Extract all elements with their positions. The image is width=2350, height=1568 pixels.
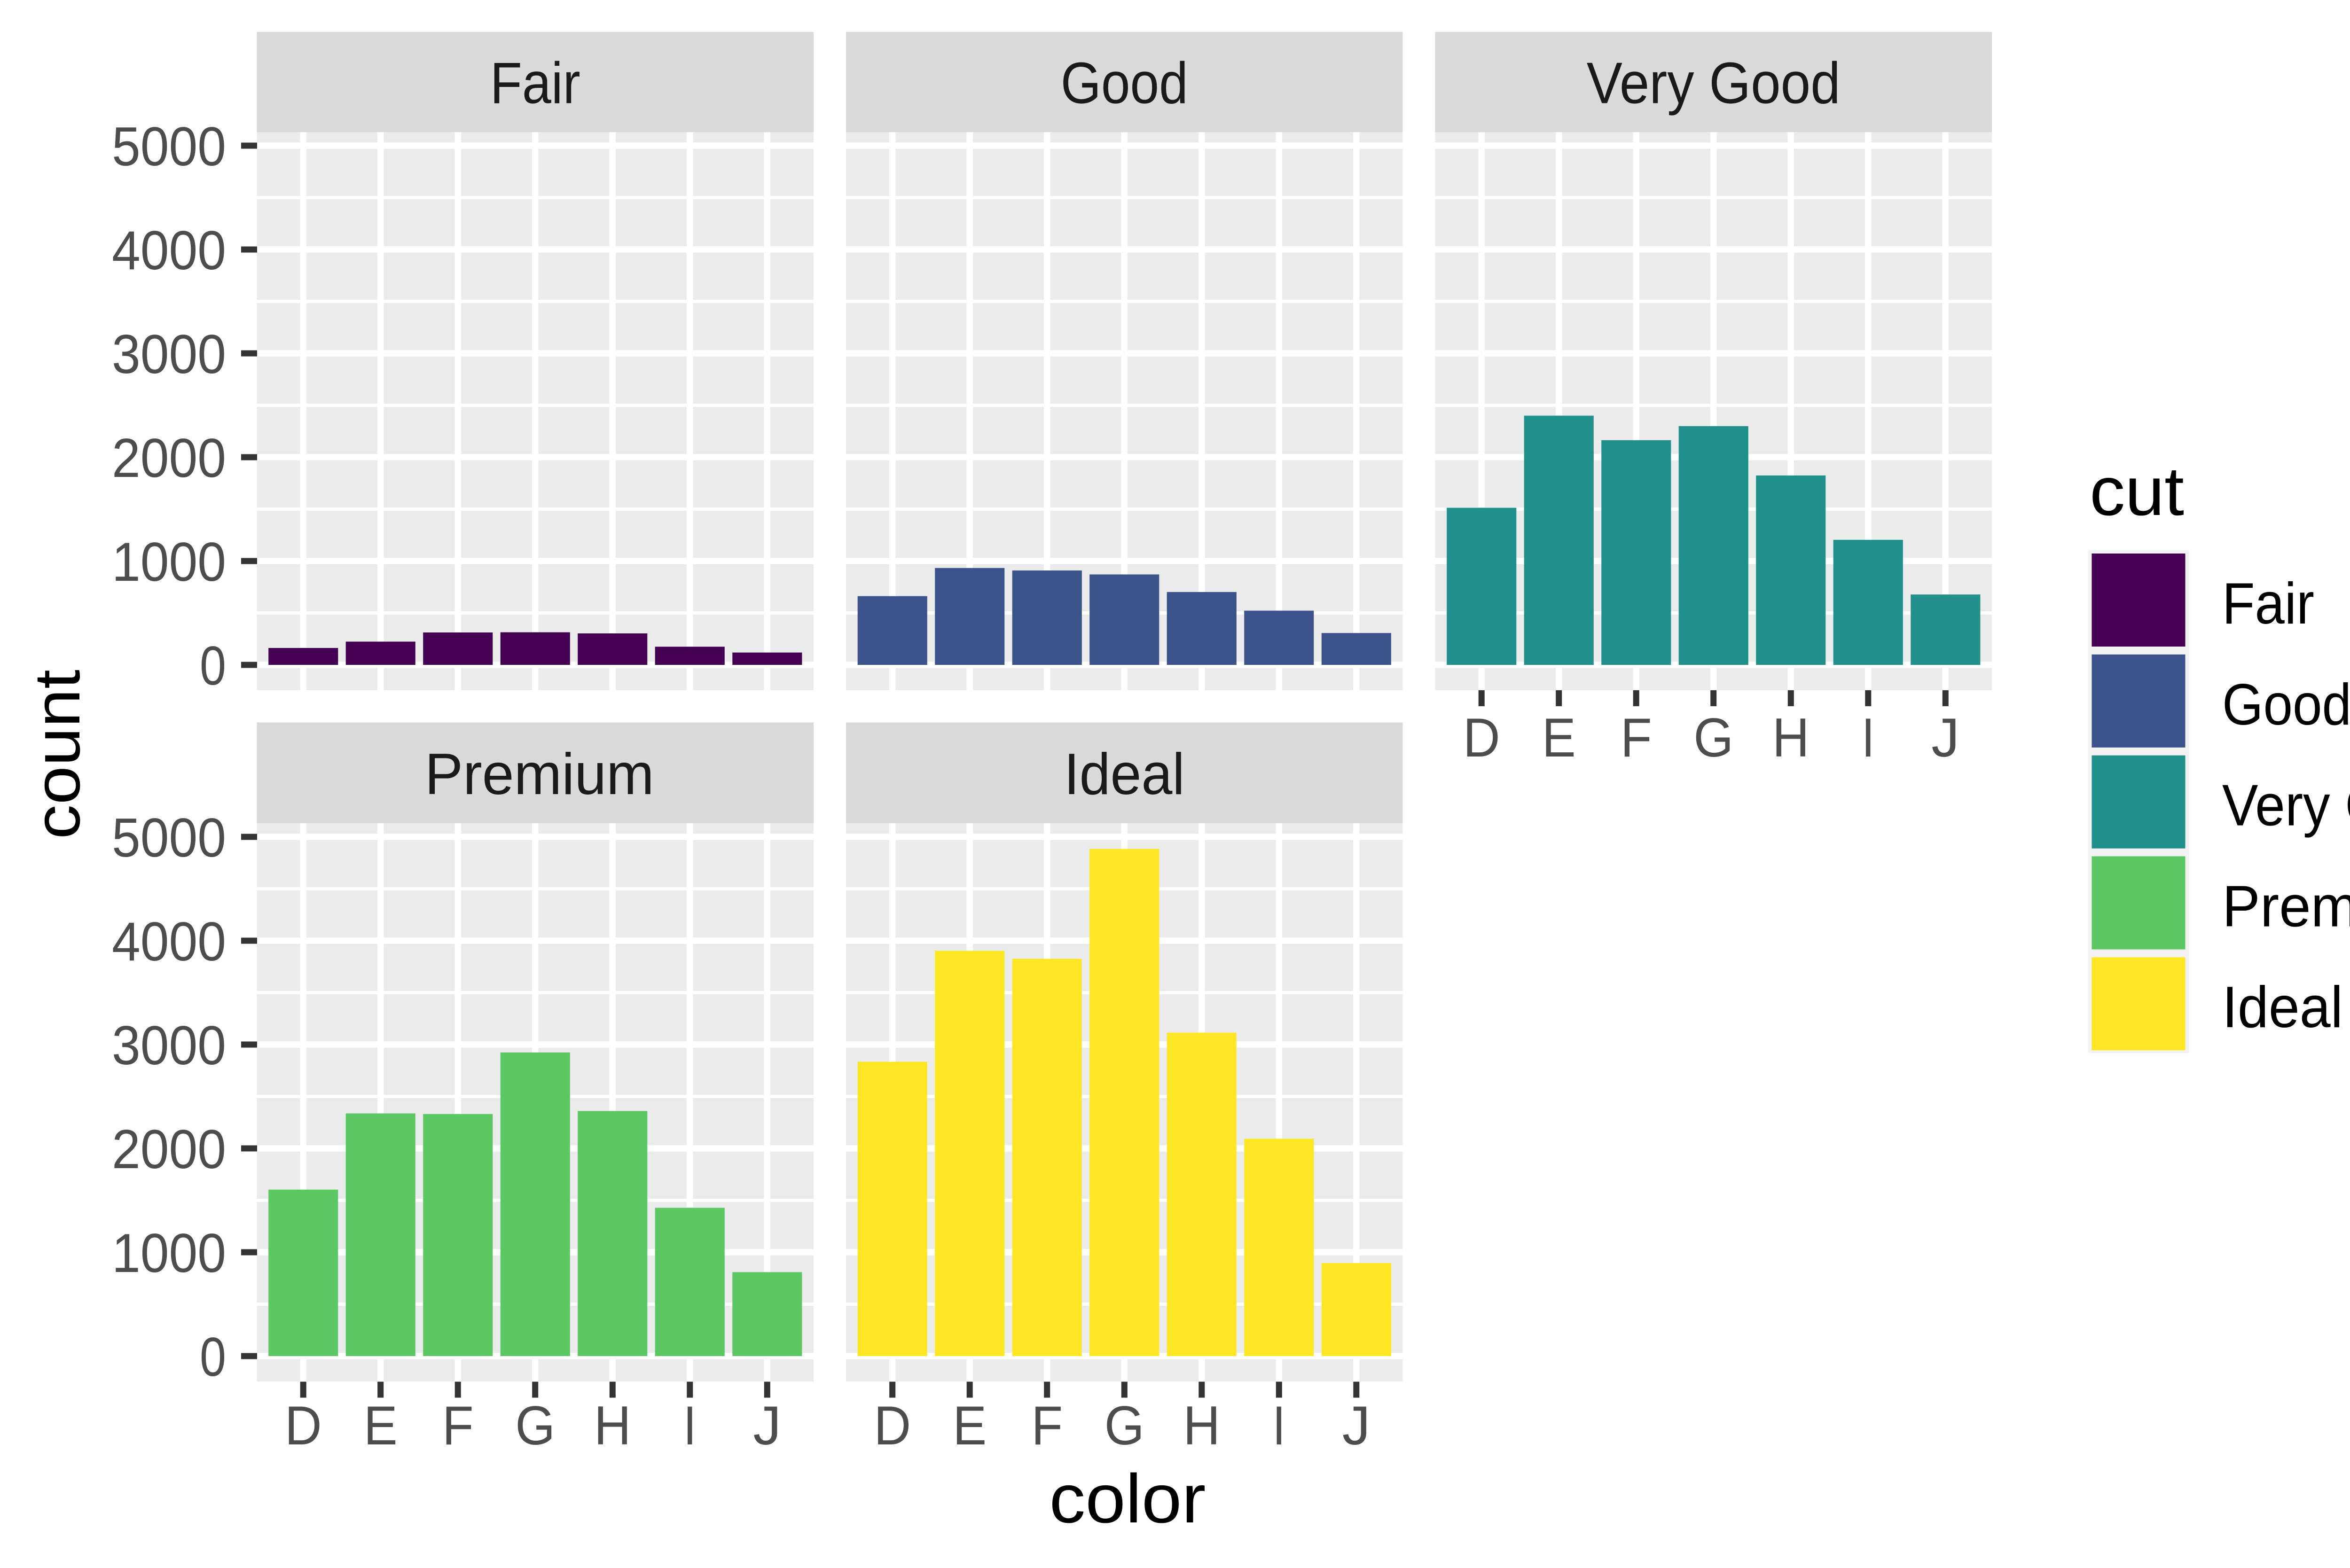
svg-text:J: J (1931, 707, 1959, 768)
svg-text:H: H (1772, 707, 1810, 768)
svg-text:3000: 3000 (112, 323, 226, 385)
svg-text:4000: 4000 (112, 911, 226, 972)
svg-text:E: E (1542, 707, 1576, 768)
svg-text:D: D (285, 1395, 322, 1456)
svg-text:Fair: Fair (490, 51, 580, 116)
svg-text:5000: 5000 (112, 116, 226, 177)
svg-text:Good: Good (2222, 672, 2350, 737)
svg-text:Fair: Fair (2222, 571, 2314, 636)
svg-text:J: J (1342, 1395, 1371, 1456)
svg-text:E: E (364, 1395, 398, 1456)
svg-text:H: H (594, 1395, 631, 1456)
svg-text:4000: 4000 (112, 219, 226, 281)
svg-text:I: I (1862, 707, 1875, 768)
svg-text:I: I (683, 1395, 697, 1456)
svg-text:H: H (1183, 1395, 1220, 1456)
svg-text:G: G (1104, 1395, 1144, 1456)
svg-text:2000: 2000 (112, 1118, 226, 1180)
svg-text:Ideal: Ideal (1064, 742, 1185, 807)
svg-text:1000: 1000 (112, 531, 226, 593)
svg-text:G: G (1693, 707, 1733, 768)
svg-text:0: 0 (200, 635, 226, 696)
svg-text:color: color (1050, 1460, 1206, 1537)
svg-text:Very Good: Very Good (1587, 51, 1841, 116)
svg-text:F: F (442, 1395, 474, 1456)
svg-text:Premium: Premium (425, 742, 654, 807)
svg-text:Ideal: Ideal (2222, 975, 2343, 1040)
svg-text:5000: 5000 (112, 807, 226, 868)
svg-text:J: J (753, 1395, 781, 1456)
svg-text:E: E (953, 1395, 987, 1456)
svg-text:Very Good: Very Good (2222, 773, 2350, 838)
svg-text:2000: 2000 (112, 427, 226, 489)
svg-text:F: F (1031, 1395, 1063, 1456)
svg-text:I: I (1272, 1395, 1285, 1456)
svg-text:3000: 3000 (112, 1014, 226, 1076)
svg-text:0: 0 (200, 1326, 226, 1388)
svg-text:1000: 1000 (112, 1222, 226, 1284)
svg-text:F: F (1621, 707, 1652, 768)
svg-text:D: D (874, 1395, 911, 1456)
svg-text:Good: Good (1061, 51, 1188, 116)
svg-text:count: count (21, 670, 94, 839)
svg-text:cut: cut (2090, 453, 2184, 530)
svg-text:G: G (515, 1395, 555, 1456)
svg-text:D: D (1463, 707, 1500, 768)
svg-text:Premium: Premium (2222, 874, 2350, 939)
